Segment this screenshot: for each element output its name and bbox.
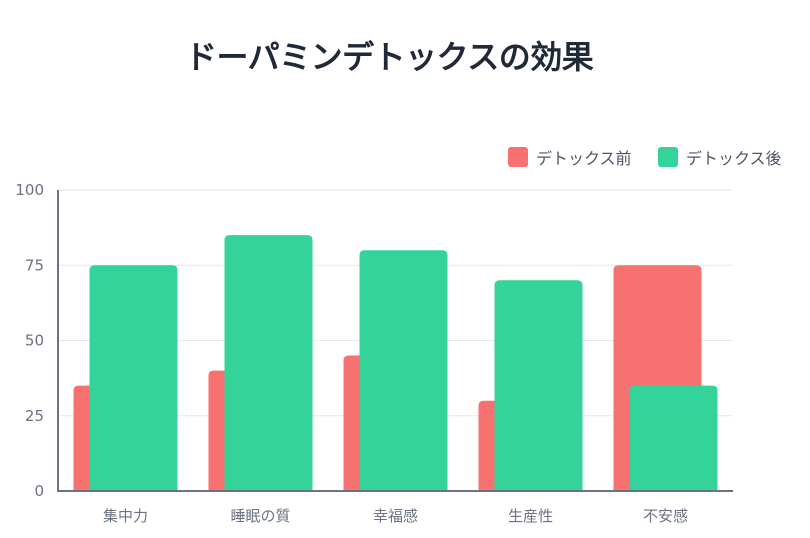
y-tick-label: 0 <box>34 482 44 500</box>
y-tick-label: 75 <box>25 256 44 274</box>
legend-item-after[interactable]: デトックス後 <box>658 145 782 169</box>
y-tick-label: 50 <box>25 332 44 350</box>
bar-after[interactable] <box>224 235 313 491</box>
x-tick-label: 生産性 <box>508 507 553 525</box>
bar-after[interactable] <box>359 250 448 491</box>
chart-title: ドーパミンデトックスの効果 <box>185 38 594 76</box>
legend-item-before[interactable]: デトックス前 <box>508 145 632 169</box>
x-tick-label: 幸福感 <box>373 507 418 525</box>
legend-swatch-before <box>508 147 528 167</box>
y-tick-label: 25 <box>25 407 44 425</box>
x-tick-label: 不安感 <box>643 507 688 525</box>
x-tick-label: 集中力 <box>103 507 148 525</box>
bar-after[interactable] <box>629 385 718 491</box>
legend-label-before: デトックス前 <box>536 149 632 168</box>
y-tick-label: 100 <box>15 181 44 199</box>
legend-swatch-after <box>658 147 678 167</box>
legend-label-after: デトックス後 <box>686 149 782 168</box>
bar-after[interactable] <box>89 265 178 491</box>
x-tick-label: 睡眠の質 <box>230 507 290 525</box>
bar-after[interactable] <box>494 280 583 491</box>
